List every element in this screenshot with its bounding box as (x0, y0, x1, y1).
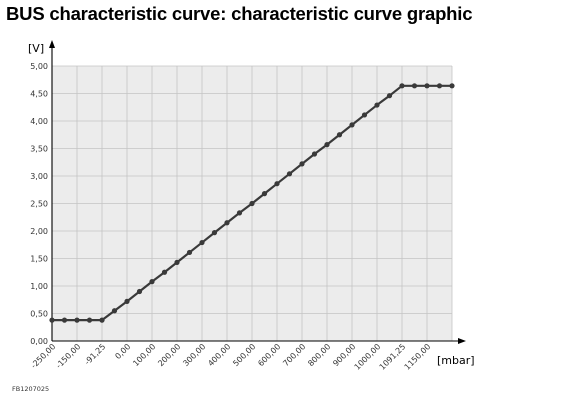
data-point (199, 239, 205, 246)
x-tick-label: 700,00 (281, 342, 307, 368)
y-tick-label: 0,50 (30, 310, 48, 319)
y-axis-label: [V] (28, 42, 44, 55)
data-point (324, 142, 330, 148)
data-point (186, 249, 193, 256)
data-point (274, 181, 280, 187)
data-point (386, 93, 393, 99)
data-point (299, 161, 305, 167)
y-tick-labels: 0,00 0,50 1,00 1,50 2,00 2,50 3,00 3,50 4,00 4,50… (30, 62, 48, 346)
y-tick-label: 4,00 (30, 117, 48, 126)
data-point (311, 151, 318, 157)
data-point (336, 132, 343, 138)
x-axis-label: [mbar] (437, 354, 475, 367)
data-point (211, 230, 218, 236)
series-line-group (49, 83, 455, 323)
data-point (349, 122, 355, 128)
data-point (149, 279, 155, 285)
figure-code: FB1207025 (12, 385, 49, 393)
y-tick-label: 5,00 (30, 62, 48, 71)
y-tick-label: 3,00 (30, 172, 48, 181)
data-point (161, 269, 168, 275)
x-tick-label: 1000,00 (353, 342, 383, 372)
data-point (136, 288, 143, 295)
y-tick-label: 3,50 (30, 145, 48, 154)
x-tick-label: 400,00 (206, 342, 232, 368)
data-point (361, 112, 368, 118)
data-point (224, 220, 230, 226)
x-tick-label: 1091,25 (378, 342, 408, 372)
data-point (86, 317, 93, 323)
data-point (174, 259, 180, 265)
x-tick-label: 600,00 (256, 342, 282, 368)
data-point (399, 83, 405, 89)
x-tick-label: -250,00 (29, 342, 57, 370)
x-tick-label: 0,00 (113, 342, 132, 361)
data-point (286, 171, 293, 177)
x-tick-labels: -250,00-150,00 -91,25 0,00100,00200,00300,… (29, 342, 432, 372)
x-tick-label: 300,00 (181, 342, 207, 368)
data-point (49, 317, 55, 323)
data-point (436, 83, 443, 89)
x-tick-label: 200,00 (156, 342, 182, 368)
data-point (61, 317, 68, 323)
data-point (99, 317, 105, 323)
x-tick-label: 500,00 (231, 342, 257, 368)
y-tick-label: 1,00 (30, 282, 48, 291)
y-tick-label: 1,50 (30, 255, 48, 264)
data-point (449, 83, 455, 89)
data-point (261, 191, 268, 197)
data-point (249, 200, 255, 207)
y-tick-label: 0,00 (30, 337, 48, 346)
y-tick-label: 2,00 (30, 227, 48, 236)
x-tick-label: 100,00 (131, 342, 157, 368)
axes (49, 40, 466, 344)
x-tick-label: -91,25 (83, 342, 108, 367)
x-axis-arrow (458, 338, 466, 344)
data-point (374, 102, 380, 108)
x-tick-label: 1150,00 (403, 342, 433, 372)
data-point (236, 210, 243, 216)
y-tick-label: 4,50 (30, 90, 48, 99)
data-point (74, 317, 80, 323)
data-point (424, 83, 430, 89)
page-title: BUS characteristic curve: characteristic… (6, 3, 473, 24)
data-point (124, 298, 130, 304)
x-tick-label: -150,00 (54, 342, 82, 370)
y-axis-arrow (49, 40, 55, 48)
data-point (411, 83, 418, 89)
y-tick-label: 2,50 (30, 200, 48, 209)
data-point (111, 308, 118, 314)
x-tick-label: 800,00 (306, 342, 332, 368)
